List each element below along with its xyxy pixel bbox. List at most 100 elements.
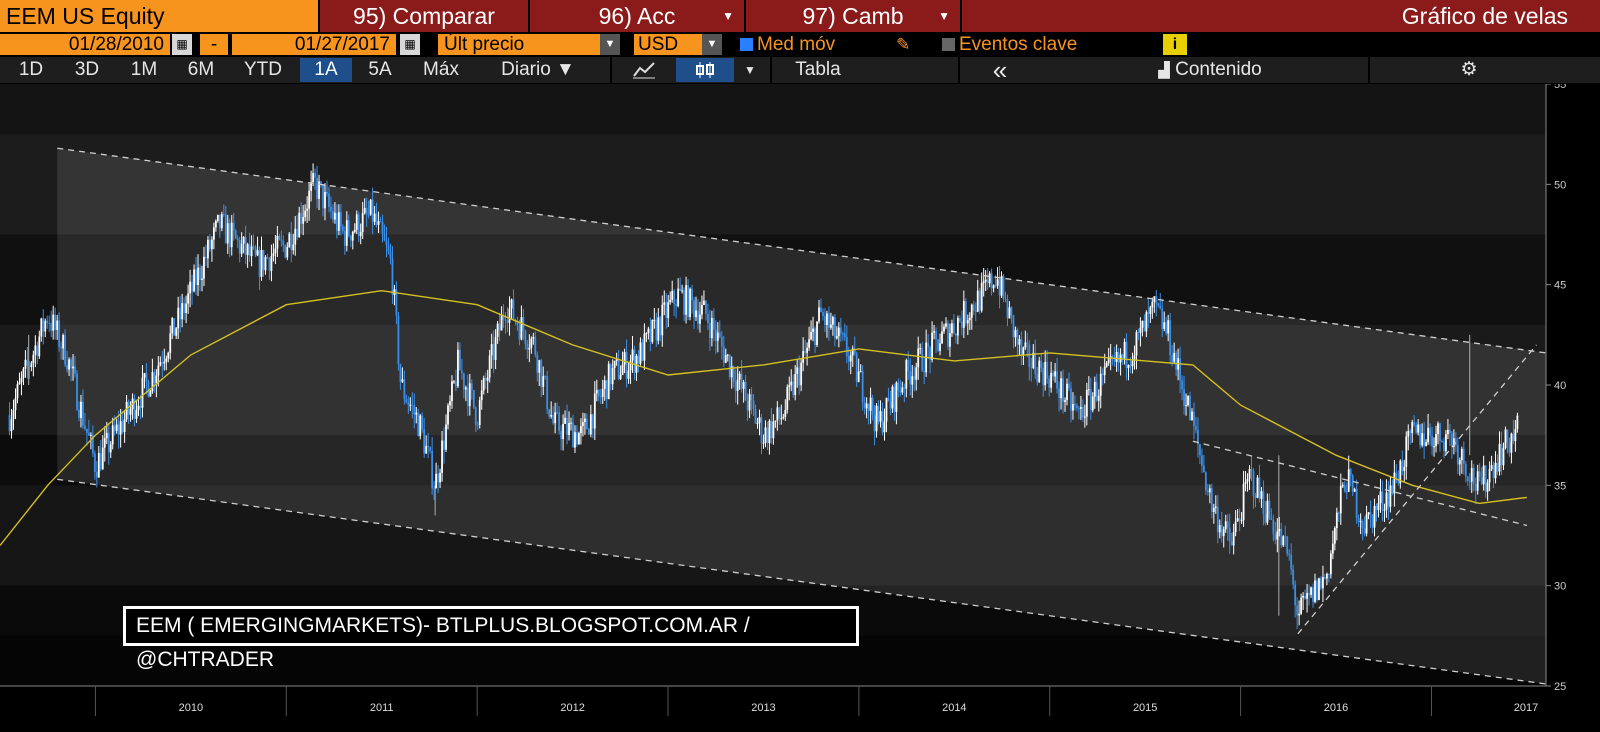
candle-body (1081, 407, 1084, 418)
candle-body (516, 321, 519, 326)
candle-body (343, 230, 346, 246)
candle-body (1064, 400, 1066, 402)
candle-body (377, 221, 380, 225)
candle-body (336, 212, 338, 231)
actions-label: 96) Acc (598, 3, 676, 29)
change-menu[interactable]: 97) Camb ▼ (744, 0, 960, 32)
candle-body (1234, 521, 1237, 533)
price-field-select[interactable]: Últ precio (438, 34, 600, 55)
candle-body (365, 207, 368, 215)
candle-body (1433, 446, 1435, 448)
candle-body (1268, 500, 1271, 519)
candle-body (397, 315, 400, 365)
candle-body (583, 418, 586, 423)
chevron-down-icon[interactable]: ▼ (702, 34, 722, 55)
candle-body (1068, 383, 1070, 389)
candle-body (806, 347, 809, 353)
candle-body (669, 299, 672, 303)
range-5a[interactable]: 5A (368, 59, 392, 80)
candle-body (768, 420, 771, 444)
candle-body (1197, 429, 1199, 445)
candle-body (163, 361, 166, 364)
candle-body (1324, 577, 1326, 579)
candlestick-icon[interactable] (676, 58, 734, 82)
candle-body (1496, 462, 1499, 472)
candle-body (173, 318, 176, 336)
candle-body (923, 370, 926, 373)
range-1a[interactable]: 1A (300, 58, 352, 82)
candle-body (459, 349, 461, 371)
currency-select[interactable]: USD (634, 34, 702, 55)
candle-body (14, 398, 17, 411)
candle-body (123, 419, 126, 433)
collapse-icon[interactable]: « (992, 55, 1008, 85)
price-bands (0, 84, 1546, 686)
candle-body (1228, 527, 1231, 542)
candle-body (828, 313, 830, 328)
candle-body (599, 396, 602, 398)
candle-body (816, 321, 818, 346)
info-icon[interactable]: i (1163, 34, 1187, 55)
candle-body (649, 328, 652, 342)
calendar-icon[interactable]: ▦ (172, 34, 192, 55)
candle-body (570, 422, 572, 424)
candle-body (712, 317, 715, 330)
candle-body (1508, 442, 1511, 453)
actions-menu[interactable]: 96) Acc ▼ (528, 0, 744, 32)
candle-body (1460, 448, 1463, 461)
key-events-checkbox[interactable] (942, 38, 955, 51)
price-spikes (28, 334, 1471, 616)
price-band (0, 84, 1546, 135)
range-1m[interactable]: 1M (130, 59, 158, 80)
candle-body (1256, 477, 1259, 498)
candle-body (865, 403, 868, 409)
pencil-icon[interactable]: ✎ (896, 35, 911, 54)
candle-body (633, 349, 636, 373)
chevron-down-icon: ▼ (938, 9, 950, 23)
gear-icon[interactable]: ⚙ (1460, 59, 1478, 80)
candle-body (611, 368, 614, 385)
candle-body (1091, 396, 1094, 411)
candle-body (708, 323, 711, 339)
candle-body (992, 285, 995, 289)
candle-body (528, 347, 531, 350)
start-date-field[interactable]: 01/28/2010 (0, 34, 170, 55)
end-date-field[interactable]: 01/27/2017 (232, 34, 396, 55)
content-button[interactable]: ▟ Contenido (1130, 58, 1290, 82)
table-button[interactable]: Tabla (795, 59, 841, 80)
candle-body (145, 373, 148, 382)
candle-body (220, 214, 223, 229)
ticker-field[interactable]: EEM US Equity (0, 0, 318, 32)
candle-body (1474, 484, 1477, 491)
candle-body (994, 285, 997, 287)
candle-body (833, 316, 836, 339)
candle-body (488, 355, 491, 378)
compare-button[interactable]: 95) Comparar (318, 0, 528, 32)
range-6m[interactable]: 6M (187, 59, 215, 80)
calendar-icon[interactable]: ▦ (400, 34, 420, 55)
chevron-down-icon[interactable]: ▼ (600, 34, 620, 55)
candle-body (730, 366, 733, 378)
range-max[interactable]: Máx (423, 59, 459, 80)
candle-body (732, 366, 735, 383)
candle-body (1129, 364, 1132, 367)
candle-body (1377, 503, 1380, 511)
compare-label: 95) Comparar (353, 3, 495, 29)
candle-body (530, 338, 533, 348)
frequency-select[interactable]: Diario ▼ (501, 59, 575, 80)
x-axis: 2010 2011 2012 2013 2014 2015 2016 2017 (94, 686, 1538, 716)
candle-body (445, 424, 447, 450)
candle-body (1383, 509, 1386, 511)
candle-body (347, 220, 350, 236)
candle-body (831, 316, 834, 325)
range-1d[interactable]: 1D (18, 59, 44, 80)
range-3d[interactable]: 3D (74, 59, 100, 80)
candle-body (526, 343, 529, 350)
candle-body (629, 360, 632, 371)
chevron-down-icon[interactable]: ▼ (744, 63, 756, 77)
range-ytd[interactable]: YTD (244, 59, 282, 80)
moving-avg-checkbox[interactable] (740, 38, 753, 51)
divider (770, 57, 772, 83)
line-chart-icon[interactable] (624, 58, 664, 82)
